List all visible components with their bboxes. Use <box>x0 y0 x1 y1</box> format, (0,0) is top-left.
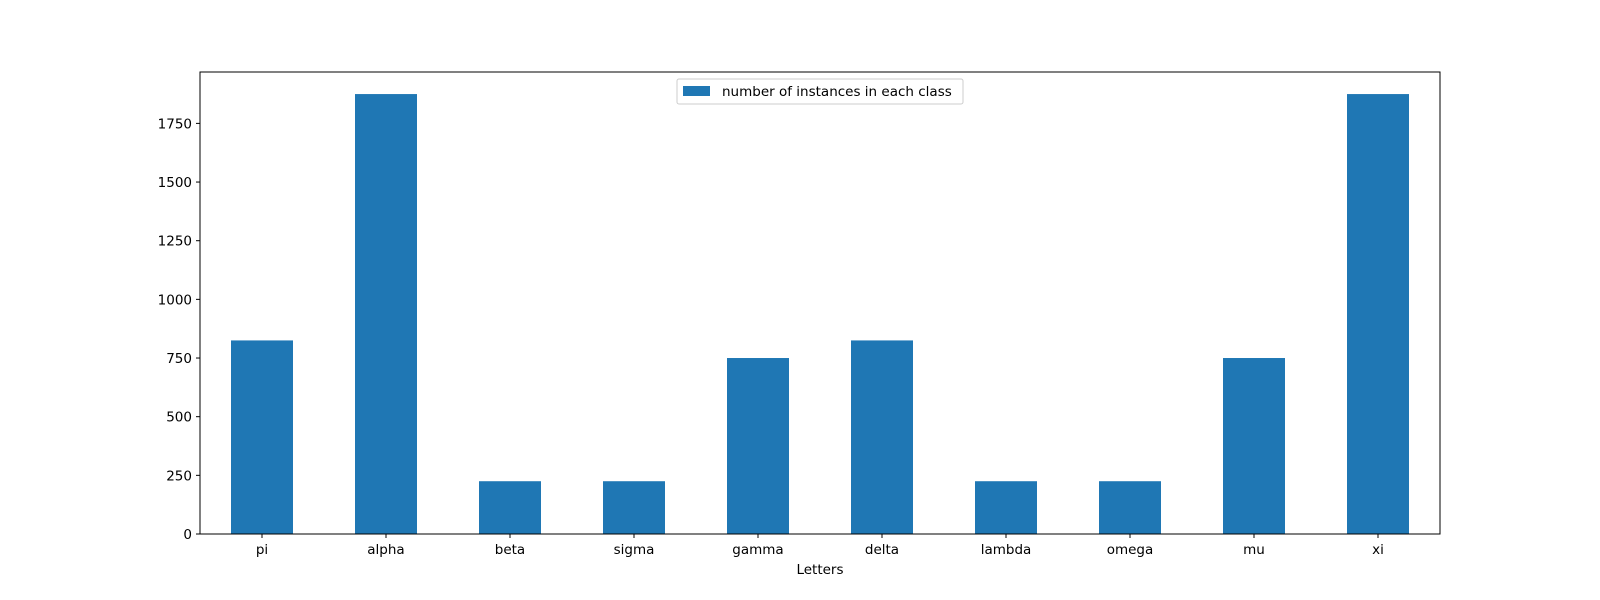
legend: number of instances in each class <box>676 78 964 105</box>
x-tick-label-pi: pi <box>256 542 268 558</box>
x-tick-label-beta: beta <box>495 542 525 558</box>
x-tick-label-xi: xi <box>1372 542 1384 558</box>
legend-swatch <box>683 86 710 96</box>
bar-sigma <box>603 481 665 534</box>
x-tick-label-mu: mu <box>1243 542 1265 558</box>
bar-lambda <box>975 481 1037 534</box>
legend-box <box>676 78 964 105</box>
bar-mu <box>1223 358 1285 534</box>
bars-group <box>231 94 1409 534</box>
y-tick-label: 0 <box>183 527 192 543</box>
bar-xi <box>1347 94 1409 534</box>
y-tick-label: 1250 <box>158 234 192 250</box>
x-axis-label: Letters <box>796 562 843 578</box>
y-tick-label: 250 <box>166 468 192 484</box>
x-axis: pi alpha beta sigma gamma delta lambda omega mu x… <box>256 534 1384 558</box>
bar-pi <box>231 340 293 534</box>
legend-label: number of instances in each class <box>722 84 952 100</box>
plot-area-frame <box>199 71 1441 535</box>
y-tick-label: 500 <box>166 410 192 426</box>
y-tick-label: 1750 <box>158 116 192 132</box>
x-tick-label-gamma: gamma <box>732 542 783 558</box>
bar-omega <box>1099 481 1161 534</box>
x-tick-label-delta: delta <box>865 542 899 558</box>
bar-alpha <box>355 94 417 534</box>
x-tick-label-lambda: lambda <box>981 542 1032 558</box>
y-tick-label: 750 <box>166 351 192 367</box>
x-tick-label-omega: omega <box>1107 542 1154 558</box>
y-tick-label: 1500 <box>158 175 192 191</box>
bar-gamma <box>727 358 789 534</box>
x-tick-label-sigma: sigma <box>614 542 655 558</box>
bar-delta <box>851 340 913 534</box>
x-tick-label-alpha: alpha <box>367 542 404 558</box>
bar-beta <box>479 481 541 534</box>
y-axis: 0 250 500 750 1000 1250 1500 1750 <box>158 116 200 543</box>
y-tick-label: 1000 <box>158 292 192 308</box>
